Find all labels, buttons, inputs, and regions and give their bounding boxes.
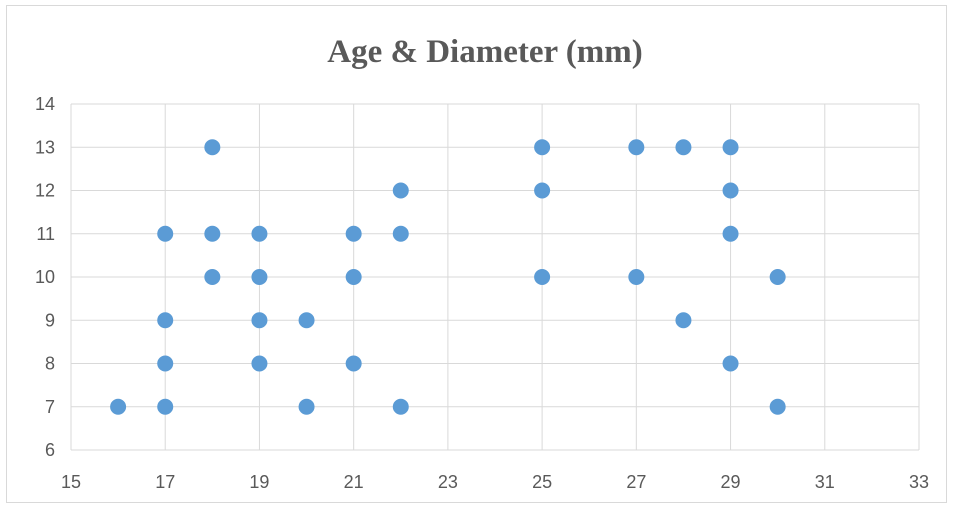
data-point <box>345 355 362 372</box>
x-tick-label: 19 <box>249 472 269 492</box>
data-point <box>345 225 362 242</box>
y-tick-label: 9 <box>45 310 55 330</box>
data-point <box>157 225 174 242</box>
x-tick-label: 27 <box>626 472 646 492</box>
x-tick-label: 29 <box>721 472 741 492</box>
data-point <box>204 269 221 285</box>
y-tick-label: 14 <box>35 94 55 114</box>
data-point <box>392 225 409 242</box>
y-tick-label: 13 <box>35 137 55 157</box>
data-point <box>534 139 551 156</box>
data-point <box>392 398 409 415</box>
data-point <box>157 312 174 329</box>
y-tick-label: 10 <box>35 267 55 287</box>
chart-title: Age & Diameter (mm) <box>327 34 643 70</box>
data-point <box>534 269 551 285</box>
data-point <box>298 398 315 415</box>
data-point <box>110 398 127 415</box>
data-point <box>392 182 409 199</box>
data-point <box>628 139 645 156</box>
x-tick-label: 17 <box>155 472 175 492</box>
data-point <box>345 269 362 285</box>
y-tick-label: 6 <box>45 440 55 460</box>
x-tick-label: 25 <box>532 472 552 492</box>
y-tick-label: 8 <box>45 354 55 374</box>
data-point <box>251 312 268 329</box>
data-point <box>298 312 315 329</box>
gridlines <box>70 103 920 451</box>
x-tick-label: 23 <box>438 472 458 492</box>
data-point <box>722 182 739 199</box>
data-point <box>204 225 221 242</box>
tick-labels: 6 7 8 9 10 11 12 13 14 15 17 19 21 23 25 27 29 31 33 <box>35 94 929 492</box>
y-tick-label: 7 <box>45 397 55 417</box>
y-tick-label: 12 <box>35 181 55 201</box>
data-point <box>534 182 551 199</box>
y-tick-label: 11 <box>36 224 55 244</box>
axes <box>70 104 919 451</box>
data-point <box>251 355 268 372</box>
data-point <box>157 398 174 415</box>
data-point <box>722 139 739 156</box>
data-point <box>769 398 786 415</box>
data-point <box>769 269 786 285</box>
data-point <box>251 225 268 242</box>
x-tick-label: 33 <box>909 472 929 492</box>
data-point <box>675 312 692 329</box>
x-tick-label: 21 <box>344 472 364 492</box>
data-point <box>628 269 645 285</box>
data-point <box>251 269 268 285</box>
data-point <box>675 139 692 156</box>
data-point <box>722 225 739 242</box>
data-points <box>110 139 786 415</box>
x-tick-label: 31 <box>815 472 835 492</box>
x-tick-label: 15 <box>61 472 81 492</box>
data-point <box>157 355 174 372</box>
data-point <box>722 355 739 372</box>
data-point <box>204 139 221 156</box>
chart-frame <box>6 5 947 503</box>
